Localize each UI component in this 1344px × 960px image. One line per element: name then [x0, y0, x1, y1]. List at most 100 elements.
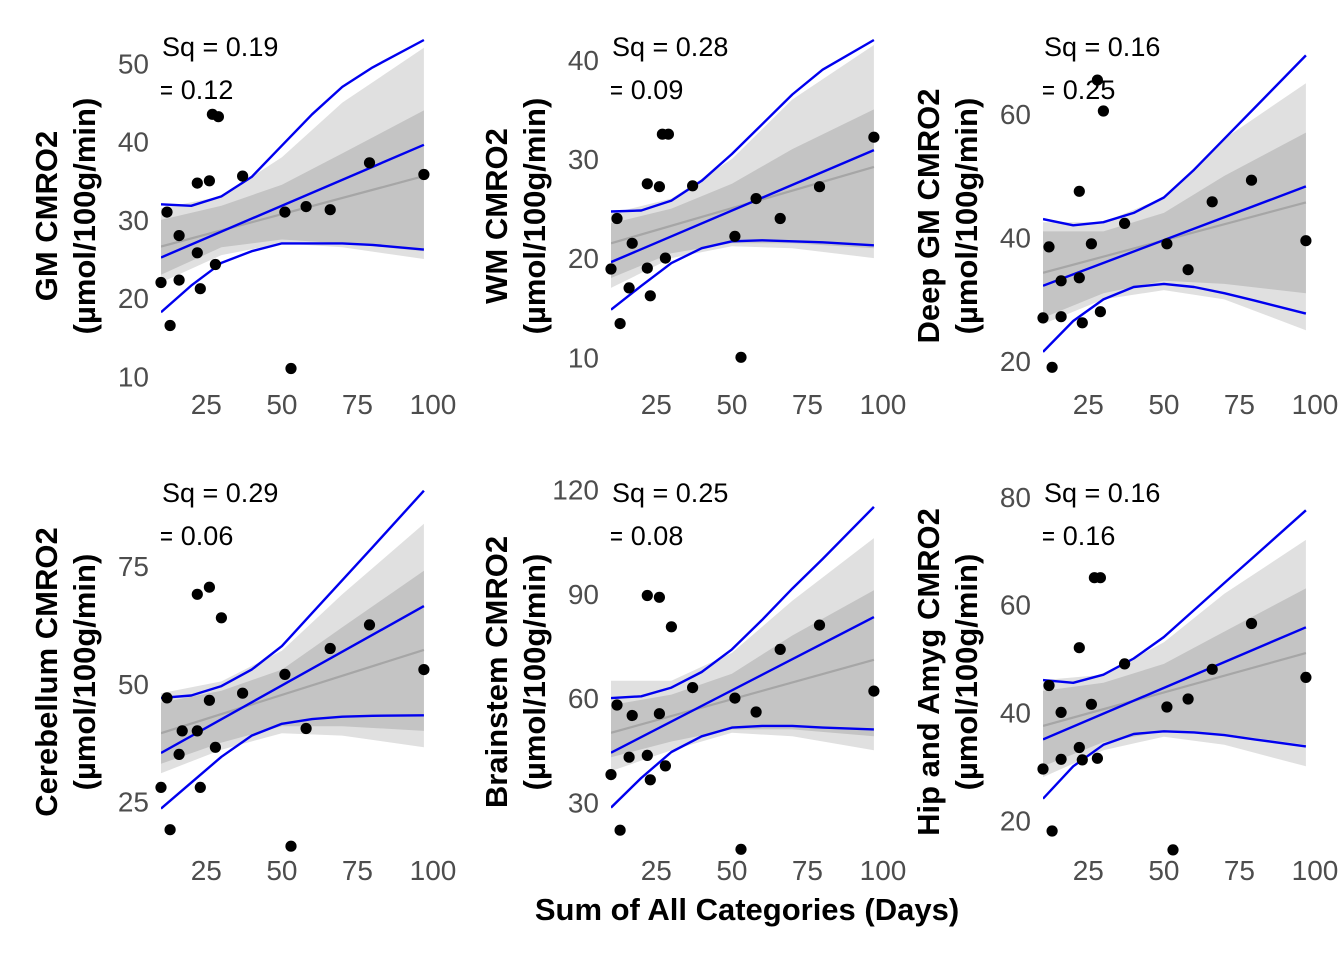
y-axis-unit-label: (µmol/100g/min) — [949, 98, 984, 335]
data-point — [1300, 671, 1312, 684]
x-tick-label: 75 — [1224, 855, 1255, 886]
data-point — [1206, 196, 1218, 208]
x-tick-label: 25 — [1073, 389, 1104, 420]
fit-line — [1043, 626, 1307, 741]
y-tick-label: 40 — [568, 45, 599, 76]
data-point — [203, 581, 215, 593]
data-point — [735, 843, 747, 855]
plot-area — [611, 506, 875, 809]
y-tick-label: 40 — [1000, 697, 1031, 728]
data-point — [324, 642, 336, 655]
x-tick-label: 75 — [792, 389, 823, 420]
data-point — [750, 193, 762, 205]
data-point — [1182, 264, 1194, 276]
data-point — [614, 824, 626, 836]
fit-line — [161, 605, 425, 755]
data-point — [644, 290, 656, 302]
data-point — [279, 206, 291, 218]
stats-annotation: R Sq = 0.16 p = 0.25 — [1017, 32, 1160, 105]
data-point — [626, 237, 638, 249]
x-tick-label: 25 — [191, 855, 222, 886]
data-point — [774, 643, 786, 656]
data-point — [418, 664, 430, 676]
data-point — [155, 276, 167, 289]
smooth-line — [611, 658, 875, 734]
y-axis-unit-label: (µmol/100g/min) — [517, 554, 552, 791]
data-point — [285, 362, 297, 375]
data-point — [237, 170, 249, 182]
p-value-label: p = 0.25 — [1017, 75, 1115, 105]
r-squared-label: R Sq = 0.28 — [585, 32, 728, 62]
data-point — [611, 212, 623, 225]
data-point — [813, 619, 826, 631]
y-tick-label: 30 — [118, 205, 149, 236]
stats-annotation: R Sq = 0.28 p = 0.09 — [585, 32, 728, 105]
y-tick-label: 20 — [568, 243, 599, 274]
data-point — [774, 212, 786, 225]
data-point — [161, 206, 173, 218]
data-point — [237, 687, 249, 699]
data-point — [1167, 844, 1179, 856]
fit-line — [161, 143, 425, 259]
ci-upper-line — [611, 38, 875, 213]
stats-annotation: R Sq = 0.29 p = 0.06 — [135, 478, 278, 551]
data-point — [750, 706, 762, 718]
y-axis-label: Hip and Amyg CMRO2 — [911, 508, 946, 836]
chart-panels: R Sq = 0.19 p = 0.12 25 50 75 100 10 20 30 40 50 GM… — [29, 32, 1338, 886]
data-point — [212, 111, 224, 123]
p-value-label: p = 0.16 — [1017, 521, 1115, 551]
data-point — [191, 588, 203, 600]
data-point — [1300, 235, 1312, 247]
plot-area — [1043, 509, 1307, 800]
data-point — [215, 612, 227, 624]
data-point — [735, 351, 747, 363]
data-point — [641, 589, 653, 602]
y-tick-label: 10 — [118, 361, 149, 392]
data-point — [300, 722, 312, 735]
data-point — [1055, 706, 1067, 719]
data-point — [1245, 174, 1258, 186]
smooth-line — [1043, 652, 1307, 727]
data-point — [1091, 74, 1103, 86]
data-point — [665, 621, 678, 633]
ci-upper-line — [1043, 54, 1307, 227]
x-tick-label: 25 — [191, 389, 222, 420]
data-point — [1097, 105, 1109, 117]
smooth-line — [161, 648, 425, 735]
data-point — [1073, 272, 1085, 284]
ci-lower-line — [161, 242, 425, 314]
data-point — [1055, 311, 1067, 323]
data-point — [614, 318, 626, 330]
smooth-line — [161, 175, 425, 248]
data-point — [662, 128, 675, 140]
data-point — [623, 282, 635, 294]
plot-area — [161, 38, 425, 314]
r-squared-label: R Sq = 0.29 — [135, 478, 278, 508]
y-axis-unit-label: (µmol/100g/min) — [949, 554, 984, 791]
y-tick-label: 60 — [568, 683, 599, 714]
y-axis-unit-label: (µmol/100g/min) — [517, 98, 552, 335]
data-point — [653, 708, 666, 720]
y-tick-label: 60 — [1000, 590, 1031, 621]
smooth-line — [1043, 201, 1307, 274]
stats-annotation: R Sq = 0.16 p = 0.16 — [1017, 478, 1160, 551]
data-point — [1073, 185, 1085, 197]
data-point — [1161, 238, 1173, 250]
x-tick-label: 75 — [1224, 389, 1255, 420]
fit-line — [611, 616, 875, 754]
data-point — [1182, 693, 1194, 705]
y-axis-label: GM CMRO2 — [29, 131, 64, 302]
figure-x-axis-label: Sum of All Categories (Days) — [535, 892, 959, 927]
data-point — [1085, 238, 1097, 250]
y-tick-label: 50 — [118, 49, 149, 80]
data-point — [1073, 741, 1085, 754]
y-tick-label: 25 — [118, 787, 149, 818]
data-point — [203, 694, 215, 706]
data-point — [1046, 361, 1058, 373]
data-point — [1076, 317, 1088, 329]
x-tick-label: 25 — [641, 389, 672, 420]
x-tick-label: 100 — [860, 855, 907, 886]
plot-area — [611, 38, 875, 311]
data-point — [1094, 572, 1106, 584]
